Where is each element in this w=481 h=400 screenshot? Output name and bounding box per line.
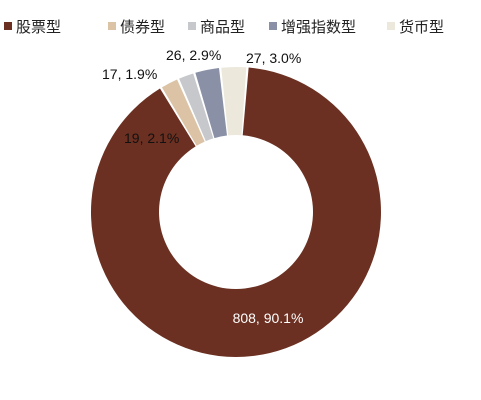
data-label-1: 808, 90.1% [233, 310, 304, 326]
legend-item-4: 增强指数型 [269, 18, 356, 36]
donut-slices [90, 66, 381, 357]
legend-swatch [4, 22, 12, 30]
legend-label: 增强指数型 [281, 18, 356, 36]
legend-item-3: 商品型 [188, 18, 245, 36]
data-label-2: 19, 2.1% [124, 130, 179, 146]
data-label-3: 17, 1.9% [102, 66, 157, 82]
slice-5 [221, 66, 247, 136]
slice-4 [195, 68, 227, 139]
legend-label: 货币型 [399, 18, 444, 36]
data-labels: 808, 90.1% 19, 2.1% 17, 1.9% 26, 2.9% 27, 3.… [102, 47, 303, 326]
legend-swatch [387, 22, 395, 30]
legend-label: 商品型 [200, 18, 245, 36]
slice-2 [161, 79, 205, 146]
data-label-4: 26, 2.9% [166, 47, 221, 63]
legend-label: 债券型 [120, 18, 165, 36]
legend: 股票型 债券型 商品型 增强指数型 货币型 [4, 18, 444, 36]
legend-label: 股票型 [16, 18, 61, 36]
legend-swatch [269, 22, 277, 30]
legend-item-1: 股票型 [4, 18, 61, 36]
legend-swatch [108, 22, 116, 30]
legend-item-5: 货币型 [387, 18, 444, 36]
legend-swatch [188, 22, 196, 30]
legend-item-2: 债券型 [108, 18, 165, 36]
data-label-5: 27, 3.0% [246, 50, 301, 66]
slice-3 [179, 73, 214, 142]
slice-1 [90, 67, 381, 357]
